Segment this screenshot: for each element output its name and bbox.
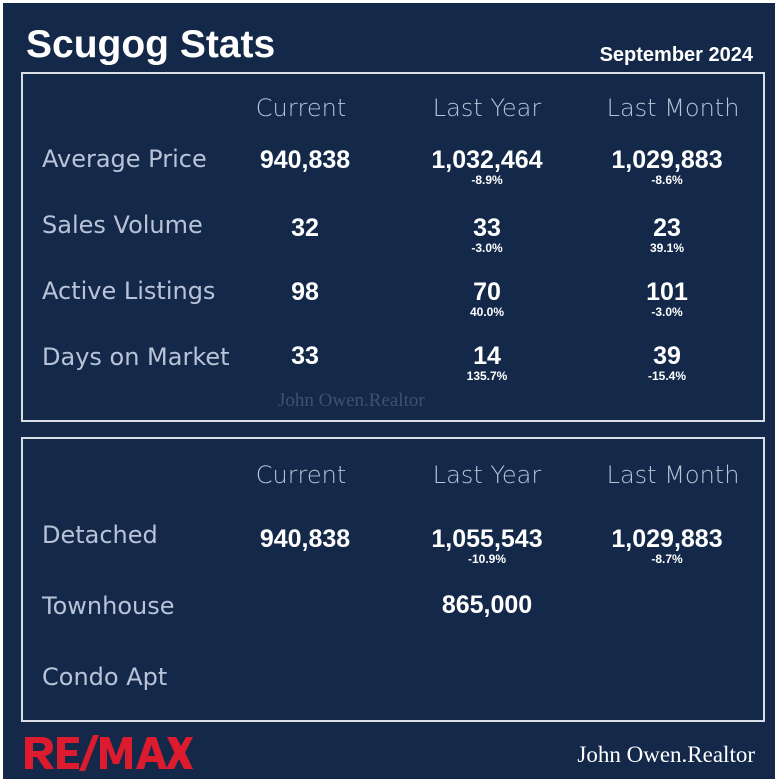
average-price-current: 940,838	[259, 146, 351, 174]
remax-logo-icon	[25, 735, 193, 771]
days-on-market-last-month-change: -15.4%	[647, 369, 687, 383]
row-label-condo-apt: Condo Apt	[42, 663, 168, 691]
column-header-last-year: Last Year	[432, 94, 542, 122]
report-date: September 2024	[599, 44, 753, 66]
sales-volume-last-month-change: 39.1%	[649, 241, 685, 255]
column-header-last-month: Last Month	[606, 94, 740, 122]
column-header-current-2: Current	[255, 461, 347, 489]
watermark: John Owen.Realtor	[278, 390, 425, 411]
detached-last-year-change: -10.9%	[467, 552, 507, 566]
sales-volume-last-month: 23	[653, 214, 681, 242]
active-listings-last-year: 70	[473, 278, 501, 306]
detached-last-month: 1,029,883	[611, 525, 723, 553]
column-header-last-month-2: Last Month	[606, 461, 740, 489]
row-label-detached: Detached	[42, 521, 158, 549]
average-price-last-month: 1,029,883	[611, 146, 723, 174]
days-on-market-last-month: 39	[653, 342, 681, 370]
sales-volume-last-year: 33	[473, 214, 501, 242]
property-type-box	[21, 437, 765, 722]
active-listings-last-month: 101	[646, 278, 688, 306]
row-label-sales-volume: Sales Volume	[42, 211, 203, 239]
townhouse-last-year: 865,000	[441, 591, 533, 619]
column-header-last-year-2: Last Year	[432, 461, 542, 489]
page-title: Scugog Stats	[26, 23, 276, 66]
days-on-market-last-year: 14	[473, 342, 501, 370]
active-listings-last-month-change: -3.0%	[651, 305, 683, 319]
sales-volume-last-year-change: -3.0%	[471, 241, 503, 255]
detached-current: 940,838	[259, 525, 351, 553]
average-price-last-month-change: -8.6%	[651, 173, 683, 187]
row-label-average-price: Average Price	[42, 145, 207, 173]
row-label-townhouse: Townhouse	[42, 592, 175, 620]
realtor-name: John Owen.Realtor	[577, 742, 755, 767]
market-summary-box	[21, 72, 765, 422]
detached-last-month-change: -8.7%	[651, 552, 683, 566]
active-listings-current: 98	[291, 278, 319, 306]
remax-logo	[23, 734, 193, 772]
days-on-market-current: 33	[291, 342, 319, 370]
average-price-last-year-change: -8.9%	[471, 173, 503, 187]
active-listings-last-year-change: 40.0%	[469, 305, 505, 319]
average-price-last-year: 1,032,464	[431, 146, 543, 174]
sales-volume-current: 32	[291, 214, 319, 242]
stats-panel: Scugog Stats September 2024 Current Last…	[3, 3, 775, 779]
row-label-active-listings: Active Listings	[42, 277, 216, 305]
column-header-current: Current	[255, 94, 347, 122]
detached-last-year: 1,055,543	[431, 525, 543, 553]
days-on-market-last-year-change: 135.7%	[466, 369, 508, 383]
row-label-days-on-market: Days on Market	[42, 343, 230, 371]
